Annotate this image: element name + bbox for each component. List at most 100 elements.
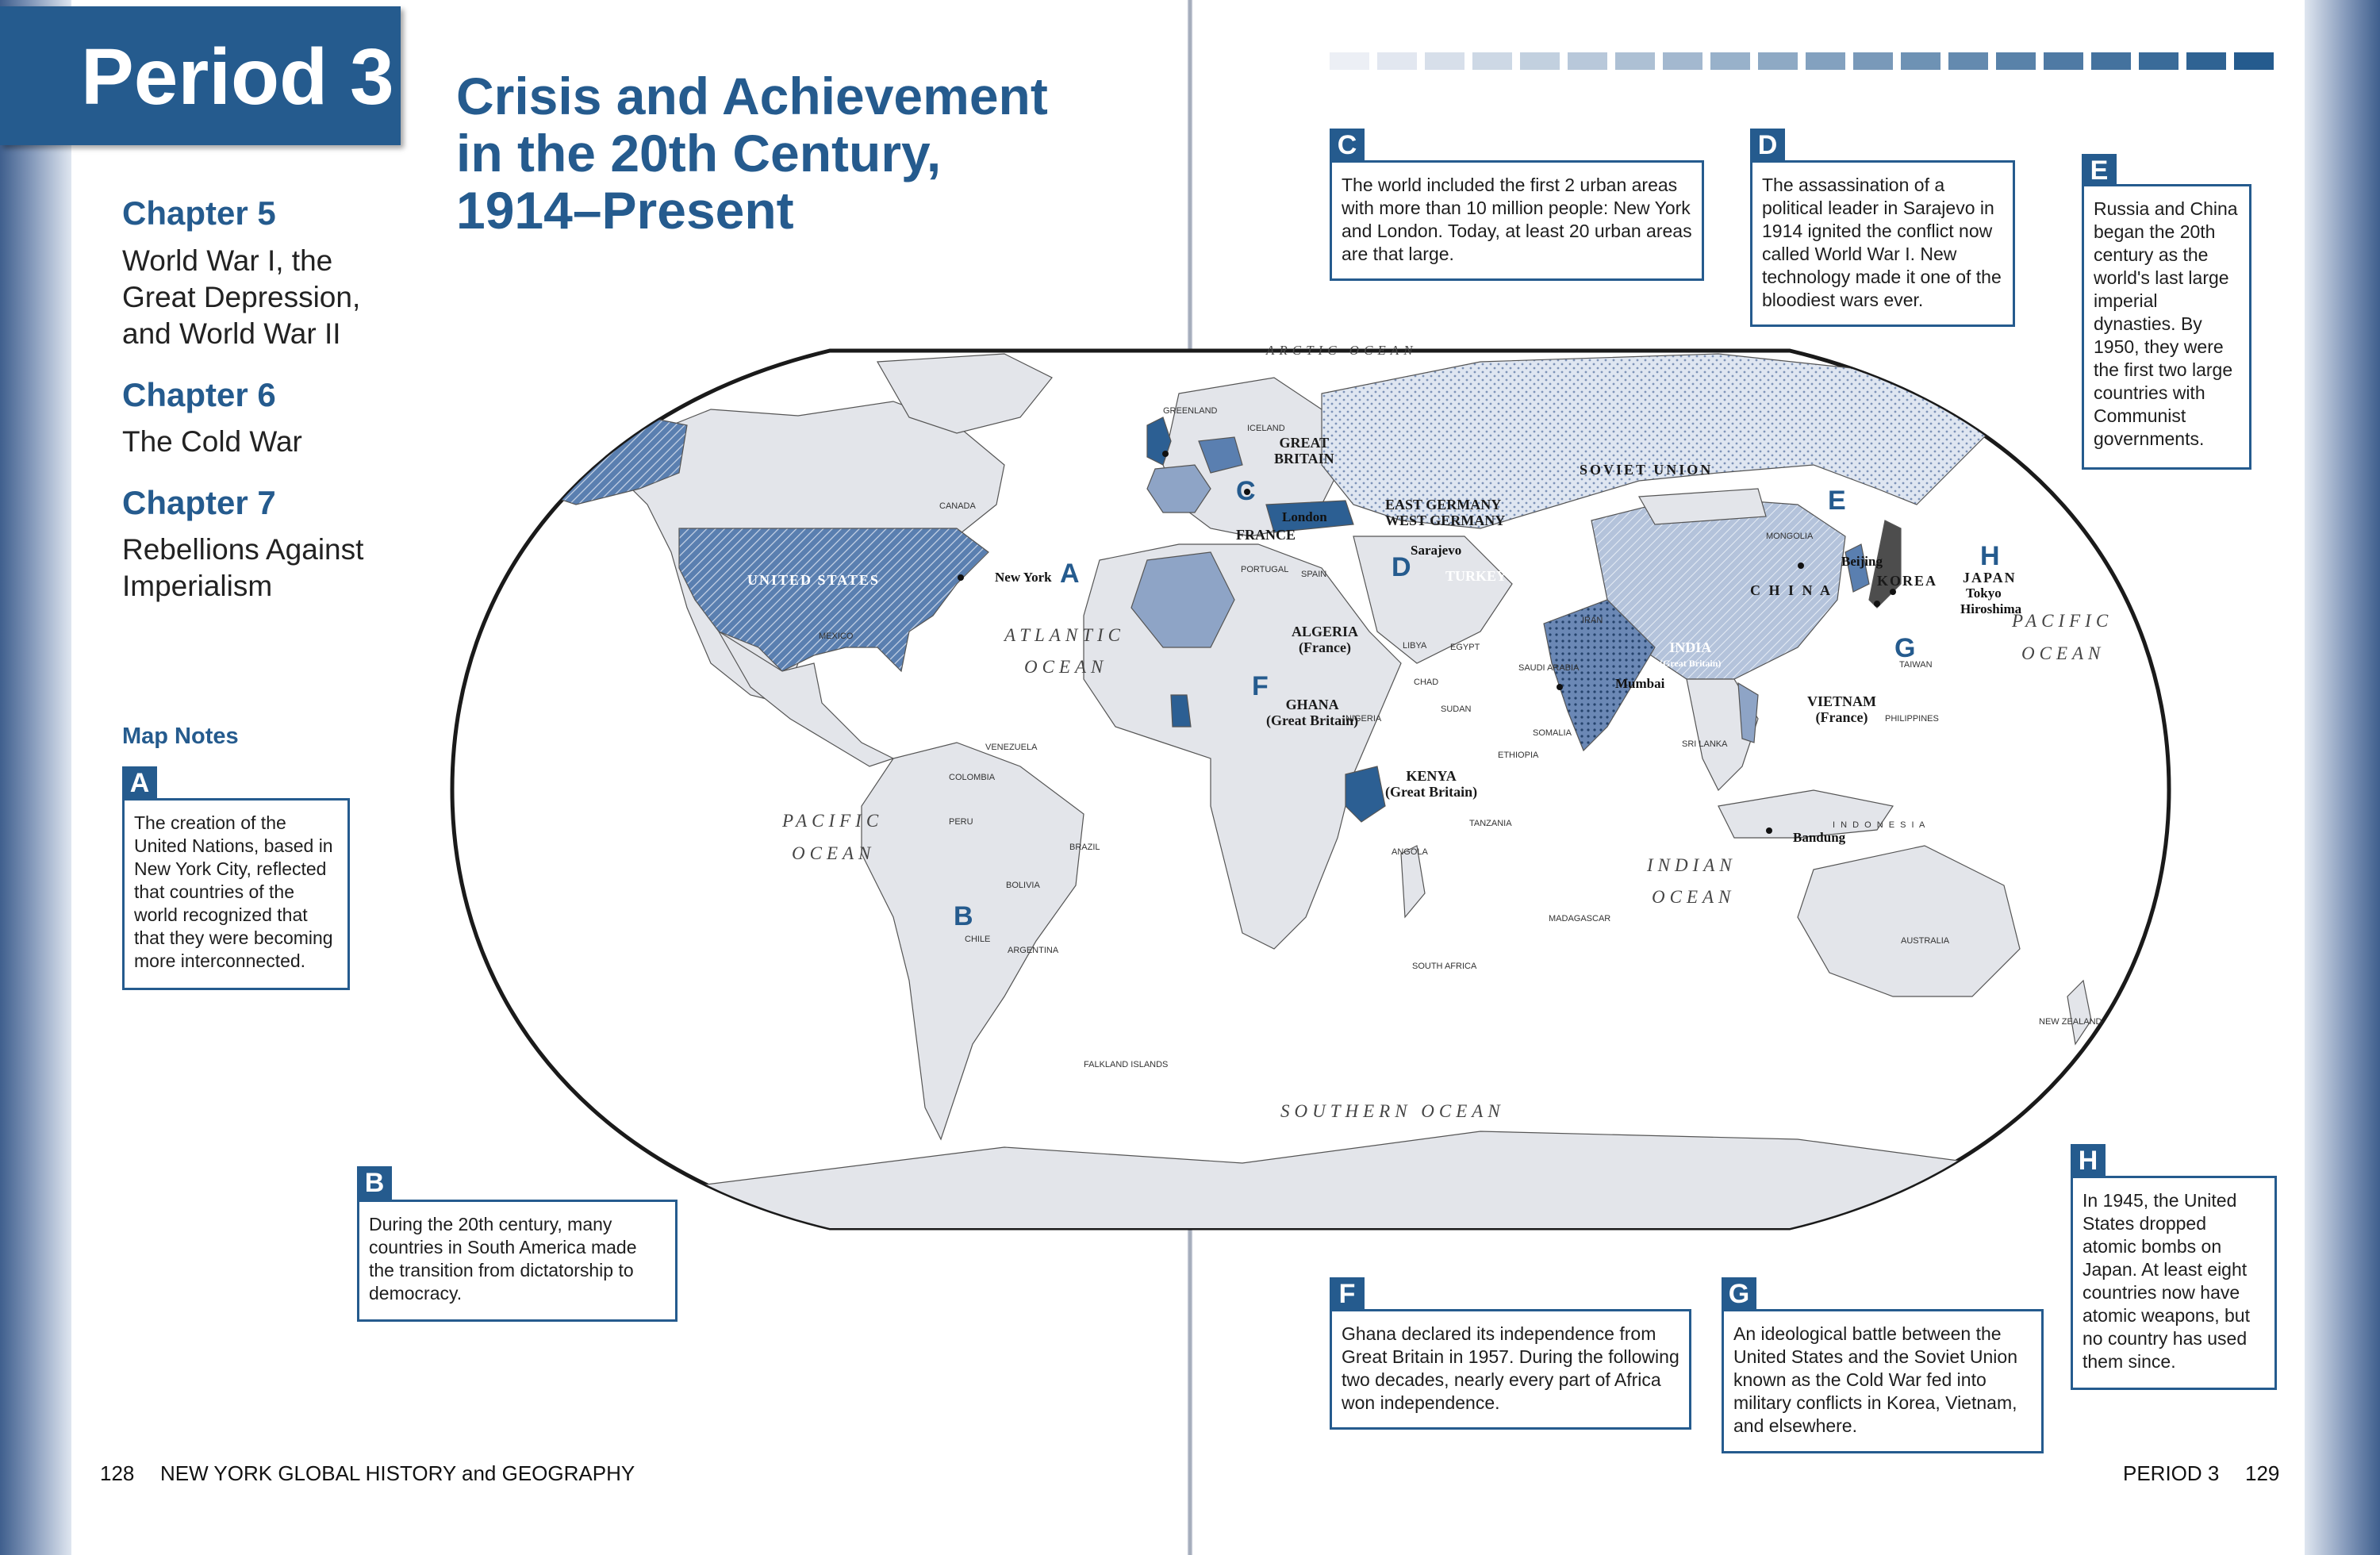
map-marker-c: C <box>1236 476 1256 506</box>
country-label-portugal: PORTUGAL <box>1241 565 1289 574</box>
world-map: ARCTIC OCEAN ATLANTIC OCEAN PACIFIC OCEA… <box>449 343 2172 1233</box>
mongolia-land <box>1638 488 1767 525</box>
map-marker-e: E <box>1828 486 1846 516</box>
label-line: (Great Britain) <box>1266 712 1359 728</box>
progress-square <box>1901 52 1940 70</box>
soviet-union-label: SOVIET UNION <box>1580 462 1714 478</box>
madagascar-land <box>1400 845 1426 919</box>
note-b-badge: B <box>357 1166 392 1200</box>
note-d-badge: D <box>1750 129 1785 162</box>
period-tab: Period 3 <box>0 6 401 145</box>
east-germany-label: EAST GERMANY <box>1385 497 1502 513</box>
mumbai-label: Mumbai <box>1615 676 1665 691</box>
country-label-mongolia: MONGOLIA <box>1766 532 1814 541</box>
new-york-dot <box>958 574 964 581</box>
country-label-saudi-arabia: SAUDI ARABIA <box>1518 663 1580 673</box>
right-running-head: PERIOD 3 <box>2123 1461 2220 1485</box>
note-a-badge: A <box>122 766 157 800</box>
progress-square <box>1615 52 1655 70</box>
map-marker-d: D <box>1392 552 1411 582</box>
united-states-land <box>678 528 989 673</box>
southern-ocean-label: SOUTHERN OCEAN <box>1280 1101 1505 1121</box>
progress-square <box>1853 52 1893 70</box>
london-dot <box>1162 451 1169 457</box>
progress-square <box>1996 52 2036 70</box>
country-label-mexico: MEXICO <box>819 632 854 641</box>
kenya-land <box>1345 766 1386 823</box>
india-land <box>1543 599 1656 752</box>
chapter-line: and World War II <box>122 317 341 350</box>
map-marker-a: A <box>1060 559 1080 589</box>
map-marker-b: B <box>954 901 973 931</box>
ghana-label: GHANA (Great Britain) <box>1266 697 1358 728</box>
pacific-ocean-east-label: OCEAN <box>2021 643 2106 663</box>
title-line: Crisis and Achievement <box>456 67 1048 125</box>
bandung-dot <box>1766 827 1772 834</box>
map-marker-f: F <box>1252 671 1269 701</box>
atlantic-ocean-label: OCEAN <box>1024 657 1108 677</box>
country-label-sudan: SUDAN <box>1441 705 1472 714</box>
france-land <box>1146 464 1211 513</box>
chapter-7-heading: Chapter 7 <box>122 484 276 521</box>
pacific-ocean-west-label: PACIFIC <box>782 811 884 831</box>
antarctica-land <box>605 1131 2117 1228</box>
note-f-badge: F <box>1330 1277 1365 1311</box>
country-label-philippines: PHILIPPINES <box>1885 714 1939 724</box>
progress-square <box>1425 52 1464 70</box>
atlantic-ocean-label: ATLANTIC <box>1004 625 1125 645</box>
middle-east-land <box>1353 536 1513 664</box>
vietnam-land <box>1737 682 1759 743</box>
new-york-label: New York <box>995 570 1052 585</box>
note-h-badge: H <box>2071 1144 2106 1177</box>
chapter-line: World War I, the <box>122 244 333 277</box>
progress-square <box>1806 52 1845 70</box>
label-line: (France) <box>1299 639 1351 655</box>
country-label-somalia: SOMALIA <box>1533 728 1572 738</box>
country-label-angola: ANGOLA <box>1392 847 1428 857</box>
progress-square <box>2091 52 2131 70</box>
country-label-spain: SPAIN <box>1301 570 1327 579</box>
note-g-badge: G <box>1722 1277 1756 1311</box>
progress-square <box>1663 52 1702 70</box>
country-label-indonesia: I N D O N E S I A <box>1833 820 1927 830</box>
australia-land <box>1797 845 2021 997</box>
greenland-land <box>877 353 1053 434</box>
chapter-line: Great Depression, <box>122 281 361 313</box>
label-line: (Great Britain) <box>1660 658 1722 669</box>
label-line: ALGERIA <box>1292 624 1359 639</box>
title-line: 1914–Present <box>456 181 794 240</box>
chapter-5-title: World War I, the Great Depression, and W… <box>122 243 360 352</box>
note-d: The assassination of a political leader … <box>1750 160 2015 327</box>
chapter-line: The Cold War <box>122 425 302 458</box>
mumbai-dot <box>1557 684 1563 690</box>
country-label-bolivia: BOLIVIA <box>1006 881 1040 890</box>
title-line: in the 20th Century, <box>456 124 942 182</box>
sarajevo-label: Sarajevo <box>1411 543 1462 558</box>
hiroshima-label: Hiroshima <box>1960 601 2022 616</box>
pacific-ocean-east-label: PACIFIC <box>2012 611 2113 631</box>
country-label-madagascar: MADAGASCAR <box>1549 914 1611 923</box>
progress-square <box>1472 52 1512 70</box>
bandung-label: Bandung <box>1793 830 1846 845</box>
country-label-argentina: ARGENTINA <box>1008 946 1059 955</box>
new-zealand-land <box>2067 979 2092 1046</box>
label-line: KENYA <box>1406 768 1457 784</box>
country-label-falkland: FALKLAND ISLANDS <box>1084 1060 1169 1069</box>
progress-square <box>1520 52 1560 70</box>
kenya-label: KENYA (Great Britain) <box>1385 768 1477 800</box>
india-label: INDIA (Great Britain) <box>1660 639 1721 671</box>
right-page-number: 129 <box>2245 1461 2280 1485</box>
note-b: During the 20th century, many countries … <box>357 1200 678 1322</box>
note-a: The creation of the United Nations, base… <box>122 798 350 990</box>
country-label-nigeria: NIGERIA <box>1345 714 1382 724</box>
chapter-line: Rebellions Against <box>122 533 364 566</box>
world-map-graphic <box>450 348 2171 1231</box>
progress-square <box>1710 52 1750 70</box>
country-label-tanzania: TANZANIA <box>1469 819 1512 828</box>
label-line: VIETNAM <box>1807 693 1877 709</box>
note-e: Russia and China began the 20th century … <box>2082 184 2251 470</box>
label-line: (France) <box>1815 709 1868 725</box>
country-label-venezuela: VENEZUELA <box>985 743 1038 752</box>
ghana-land <box>1170 694 1192 728</box>
note-c: The world included the first 2 urban are… <box>1330 160 1704 281</box>
